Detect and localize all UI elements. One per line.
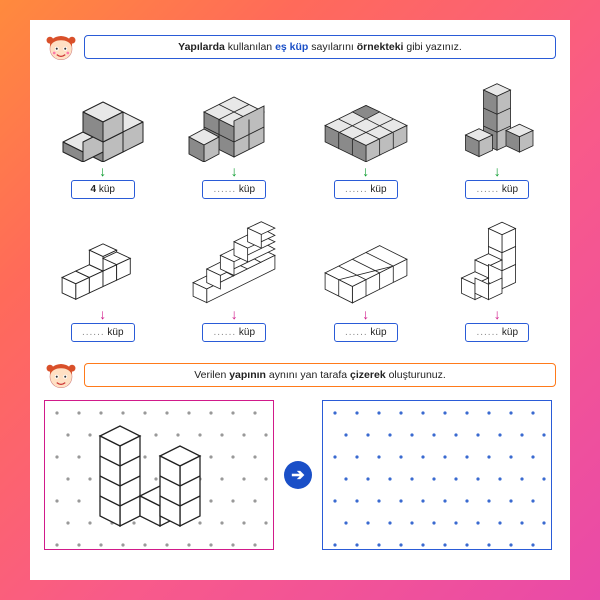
t: Verilen: [194, 369, 229, 381]
arrow-down-icon: ↓: [99, 164, 106, 178]
answer-value: ......: [476, 184, 499, 195]
answer-value: 4: [91, 184, 97, 195]
avatar-girl-icon: [44, 358, 78, 392]
instruction-1: Yapılarda kullanılan eş küp sayılarını ö…: [84, 35, 556, 59]
unit: küp: [239, 327, 255, 338]
answer-box: ...... küp: [465, 180, 529, 199]
cube-grid-row1: ↓ 4 küp: [44, 72, 556, 199]
cube-figure: [53, 215, 153, 305]
cube-figure: [316, 72, 416, 162]
answer-value: ......: [213, 327, 236, 338]
cube-cell: ↓ ...... küp: [176, 72, 294, 199]
t: Yapılarda: [178, 41, 225, 53]
cube-grid-row2: ↓ ...... küp ↓ ...... küp: [44, 215, 556, 342]
arrow-right-circle-icon: ➔: [284, 461, 312, 489]
answer-box: ...... küp: [202, 180, 266, 199]
unit: küp: [99, 184, 115, 195]
answer-box: ...... küp: [334, 180, 398, 199]
cube-figure: [53, 72, 153, 162]
worksheet-page: Yapılarda kullanılan eş küp sayılarını ö…: [30, 20, 570, 580]
arrow-down-icon: ↓: [362, 307, 369, 321]
answer-box: ...... küp: [71, 323, 135, 342]
arrow-down-icon: ↓: [362, 164, 369, 178]
cube-cell: ↓ 4 küp: [44, 72, 162, 199]
cube-cell: ↓ ...... küp: [44, 215, 162, 342]
answer-value: ......: [345, 327, 368, 338]
arrow-down-icon: ↓: [231, 164, 238, 178]
cube-cell: ↓ ...... küp: [439, 215, 557, 342]
arrow-down-icon: ↓: [494, 307, 501, 321]
unit: küp: [502, 184, 518, 195]
answer-value: ......: [345, 184, 368, 195]
iso-panel-target[interactable]: [322, 400, 552, 550]
t: gibi yazınız.: [403, 41, 461, 53]
answer-box: ...... küp: [202, 323, 266, 342]
cube-figure: [184, 72, 284, 162]
t: kullanılan: [225, 41, 275, 53]
cube-cell: ↓ ...... küp: [439, 72, 557, 199]
arrow-down-icon: ↓: [231, 307, 238, 321]
t: yapının: [229, 369, 266, 381]
answer-box: ...... küp: [465, 323, 529, 342]
t: sayılarını: [308, 41, 356, 53]
arrow-down-icon: ↓: [99, 307, 106, 321]
draw-section: ➔: [44, 400, 556, 550]
arrow-down-icon: ↓: [494, 164, 501, 178]
unit: küp: [107, 327, 123, 338]
t: eş küp: [275, 41, 308, 53]
cube-figure: [184, 215, 284, 305]
unit: küp: [370, 184, 386, 195]
answer-value: ......: [213, 184, 236, 195]
t: aynını yan tarafa: [266, 369, 350, 381]
answer-box: ...... küp: [334, 323, 398, 342]
iso-panel-source: [44, 400, 274, 550]
cube-cell: ↓ ...... küp: [176, 215, 294, 342]
instruction-row-2: Verilen yapının aynını yan tarafa çizere…: [44, 358, 556, 392]
cube-cell: ↓ ...... küp: [307, 215, 425, 342]
unit: küp: [239, 184, 255, 195]
avatar-girl-icon: [44, 30, 78, 64]
instruction-row-1: Yapılarda kullanılan eş küp sayılarını ö…: [44, 30, 556, 64]
cube-figure: [447, 215, 547, 305]
unit: küp: [370, 327, 386, 338]
t: örnekteki: [357, 41, 404, 53]
answer-value: ......: [82, 327, 105, 338]
t: oluşturunuz.: [386, 369, 446, 381]
cube-figure: [447, 72, 547, 162]
instruction-2: Verilen yapının aynını yan tarafa çizere…: [84, 363, 556, 387]
answer-value: ......: [476, 327, 499, 338]
t: çizerek: [350, 369, 386, 381]
answer-box: 4 küp: [71, 180, 135, 199]
unit: küp: [502, 327, 518, 338]
cube-figure: [316, 215, 416, 305]
cube-cell: ↓ ...... küp: [307, 72, 425, 199]
